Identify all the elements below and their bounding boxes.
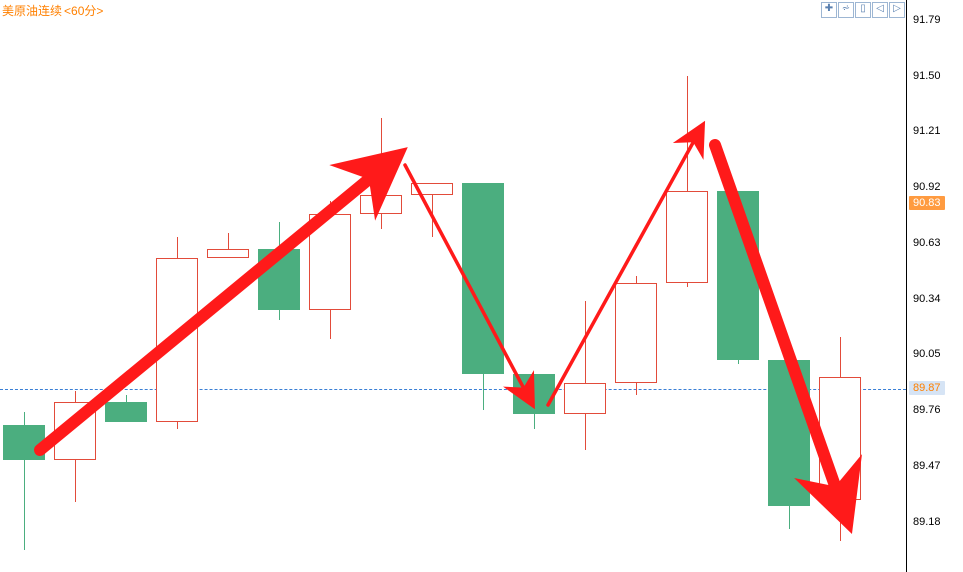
y-axis-label: 90.63 xyxy=(913,237,963,249)
crosshair-icon[interactable]: ✚ xyxy=(821,2,837,18)
reference-price-tag: 89.87 xyxy=(909,381,945,395)
y-axis-label: 90.05 xyxy=(913,348,963,360)
chart-period: <60分> xyxy=(64,2,103,19)
y-axis-label: 90.34 xyxy=(913,293,963,305)
candle-body xyxy=(156,258,198,421)
y-axis-line xyxy=(906,0,907,572)
candle-body xyxy=(258,249,300,311)
candle-body xyxy=(666,191,708,283)
candle-body xyxy=(564,383,606,414)
candle-body xyxy=(462,183,504,373)
y-axis-label: 89.47 xyxy=(913,460,963,472)
candle-body xyxy=(3,425,45,460)
y-axis-label: 91.21 xyxy=(913,125,963,137)
candle-body xyxy=(105,402,147,421)
candle-body xyxy=(819,377,861,500)
prev-icon[interactable]: ◁ xyxy=(872,2,888,18)
y-axis-label: 89.76 xyxy=(913,404,963,416)
candle-wick xyxy=(585,301,586,451)
y-axis-label: 89.18 xyxy=(913,516,963,528)
candle-body xyxy=(513,374,555,414)
candle-body xyxy=(411,183,453,195)
candlestick-chart: 美原油连续 <60分> ✚⩫▯◁▷ 91.79 91.50 91.21 90.92 90… xyxy=(0,0,963,572)
candle-body xyxy=(360,195,402,214)
next-icon[interactable]: ▷ xyxy=(889,2,905,18)
candle-body xyxy=(768,360,810,506)
candle-body xyxy=(717,191,759,360)
instrument-name: 美原油连续 xyxy=(2,2,62,19)
y-axis-label: 90.92 xyxy=(913,181,963,193)
tool-icon[interactable]: ▯ xyxy=(855,2,871,18)
candle-body xyxy=(207,249,249,259)
chart-toolbar: ✚⩫▯◁▷ xyxy=(821,2,905,18)
indicator-icon[interactable]: ⩫ xyxy=(838,2,854,18)
y-axis-label: 91.50 xyxy=(913,70,963,82)
chart-title-bar: 美原油连续 <60分> xyxy=(2,2,103,19)
candle-body xyxy=(309,214,351,310)
candle-body xyxy=(54,402,96,460)
candle-body xyxy=(615,283,657,383)
y-axis-label: 91.79 xyxy=(913,14,963,26)
last-price-tag: 90.83 xyxy=(909,196,945,210)
